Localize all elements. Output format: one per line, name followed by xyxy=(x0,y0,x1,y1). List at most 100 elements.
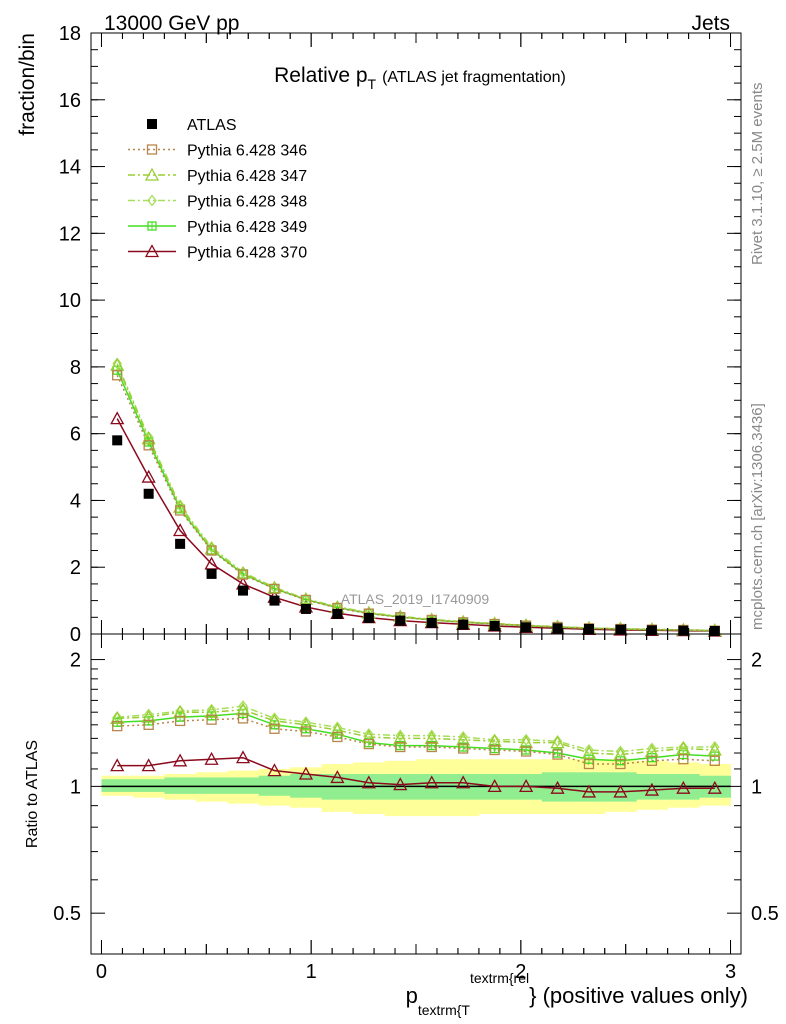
ratio-point-pythia-6-428-349-cross xyxy=(301,724,310,733)
ratio-point-pythia-6-428-346 xyxy=(458,743,469,754)
main-ytick-label: 0 xyxy=(70,624,81,646)
main-point-pythia-6-428-348 xyxy=(143,430,154,444)
ratio-point-pythia-6-428-346 xyxy=(237,713,249,724)
ratio-point-pythia-6-428-346 xyxy=(269,723,280,734)
ratio-point-pythia-6-428-370 xyxy=(361,775,376,789)
main-ytick-label: 12 xyxy=(59,223,81,245)
ratio-point-pythia-6-428-347 xyxy=(361,729,376,743)
ratio-point-pythia-6-428-370 xyxy=(267,763,282,777)
main-point-atlas xyxy=(332,608,343,619)
legend-marker-pythia-6-428-347 xyxy=(144,167,160,181)
main-point-pythia-6-428-346 xyxy=(143,440,154,451)
ratio-point-pythia-6-428-348 xyxy=(552,735,563,748)
x-axis-label-subscript: textrm{T xyxy=(418,1002,471,1018)
main-ytick-label: 18 xyxy=(59,23,81,45)
ratio-x-xtick-label: 1 xyxy=(306,961,317,983)
ratio-point-pythia-6-428-370 xyxy=(141,758,156,772)
ratio-ytick-label-right: 1 xyxy=(751,776,762,798)
main-point-pythia-6-428-347 xyxy=(235,565,251,579)
ratio-band-inner xyxy=(132,779,165,792)
main-point-pythia-6-428-348 xyxy=(112,357,123,370)
ratio-point-pythia-6-428-370 xyxy=(644,782,659,796)
ratio-ytick-label-right: 2 xyxy=(751,650,762,672)
ratio-point-pythia-6-428-346 xyxy=(363,738,374,750)
ratio-point-pythia-6-428-347 xyxy=(204,704,219,718)
main-ytick-label: 6 xyxy=(70,424,81,446)
main-point-atlas xyxy=(175,538,186,549)
ratio-point-pythia-6-428-346 xyxy=(552,749,563,760)
ratio-point-pythia-6-428-346 xyxy=(300,726,312,737)
ratio-point-pythia-6-428-349 xyxy=(301,724,311,734)
main-y-ticks: 0 2 4 6 8 10 12 14 16 18 xyxy=(59,23,741,646)
ratio-point-pythia-6-428-370 xyxy=(173,753,188,767)
ratio-point-pythia-6-428-348 xyxy=(584,743,594,757)
ratio-point-pythia-6-428-370 xyxy=(707,780,722,794)
ratio-point-pythia-6-428-370 xyxy=(110,758,125,772)
ratio-point-pythia-6-428-370 xyxy=(581,784,597,798)
main-point-pythia-6-428-370 xyxy=(141,469,156,483)
main-point-pythia-6-428-346 xyxy=(237,569,249,580)
ratio-point-pythia-6-428-348 xyxy=(269,712,280,725)
ratio-point-pythia-6-428-347 xyxy=(298,717,314,731)
ratio-point-pythia-6-428-346 xyxy=(143,719,154,730)
legend-label-pythia-6-428-348: Pythia 6.428 348 xyxy=(187,194,307,211)
x-axis-label-suffix: } (positive values only) xyxy=(529,983,748,1008)
ratio-point-pythia-6-428-348 xyxy=(647,742,657,755)
ratio-point-pythia-6-428-349 xyxy=(647,753,657,763)
main-panel: 0 2 4 6 8 10 12 14 16 18 fraction/bin ATLAS_2019_… xyxy=(16,23,742,646)
ratio-point-pythia-6-428-349-cross xyxy=(207,711,216,720)
legend-marker-pythia-6-428-349 xyxy=(147,221,157,231)
ratio-point-pythia-6-428-346 xyxy=(112,720,123,732)
ratio-point-pythia-6-428-347 xyxy=(581,745,597,759)
ratio-point-pythia-6-428-346 xyxy=(615,758,626,770)
ratio-plot-marks xyxy=(101,700,732,817)
legend-marker-pythia-6-428-349-cross xyxy=(148,222,156,230)
ratio-point-pythia-6-428-346 xyxy=(332,731,343,743)
ratio-point-pythia-6-428-370 xyxy=(204,751,219,765)
ratio-point-pythia-6-428-370 xyxy=(393,777,408,791)
ratio-point-pythia-6-428-347 xyxy=(110,711,125,725)
title-note: (ATLAS jet fragmentation) xyxy=(382,69,566,86)
ratio-point-pythia-6-428-347 xyxy=(393,731,408,745)
main-ytick-label: 4 xyxy=(70,490,81,512)
legend-marker-pythia-6-428-348 xyxy=(147,194,157,207)
main-point-atlas xyxy=(615,624,626,635)
ratio-point-pythia-6-428-347 xyxy=(487,733,502,747)
ratio-x-xtick-label: 3 xyxy=(725,961,736,983)
ratio-point-pythia-6-428-346 xyxy=(426,741,437,753)
ratio-ytick-label: 1 xyxy=(70,776,81,798)
ratio-point-pythia-6-428-347 xyxy=(707,742,722,756)
legend-marker-atlas xyxy=(147,119,157,129)
legend-marker-pythia-6-428-370 xyxy=(144,244,160,258)
ratio-point-pythia-6-428-347 xyxy=(173,704,188,718)
main-point-pythia-6-428-346 xyxy=(112,370,123,381)
x-axis-label-superscript: textrm{rel xyxy=(470,970,529,986)
ratio-point-pythia-6-428-370 xyxy=(456,775,471,789)
energy-label: 13000 GeV pp xyxy=(104,12,239,35)
main-ytick-label: 16 xyxy=(59,90,81,112)
mcplots-label: mcplots.cern.ch [arXiv:1306.3436] xyxy=(749,403,766,630)
ratio-point-pythia-6-428-347 xyxy=(235,702,251,716)
main-point-atlas xyxy=(489,620,500,631)
main-point-atlas xyxy=(678,625,689,636)
ratio-point-pythia-6-428-347 xyxy=(424,731,439,745)
ratio-point-pythia-6-428-347 xyxy=(676,741,691,755)
main-point-atlas xyxy=(300,603,311,614)
main-point-atlas xyxy=(458,619,469,630)
ratio-point-pythia-6-428-347 xyxy=(330,722,345,736)
legend-marker-pythia-6-428-346 xyxy=(146,144,158,155)
ratio-point-pythia-6-428-346 xyxy=(520,746,532,757)
watermark-label: ATLAS_2019_I1740909 xyxy=(341,591,490,607)
main-point-atlas xyxy=(709,625,720,636)
ratio-point-pythia-6-428-370 xyxy=(518,779,534,793)
main-plot-marks xyxy=(110,357,722,637)
ratio-point-pythia-6-428-346 xyxy=(678,754,689,765)
main-point-pythia-6-428-370 xyxy=(110,411,125,425)
ratio-point-pythia-6-428-370 xyxy=(676,780,691,794)
ratio-point-pythia-6-428-348 xyxy=(458,730,469,744)
ratio-ytick-label-right: 0.5 xyxy=(751,903,779,925)
ratio-point-pythia-6-428-348 xyxy=(426,729,437,742)
main-ytick-label: 10 xyxy=(59,290,81,312)
ratio-point-pythia-6-428-348 xyxy=(238,700,248,713)
